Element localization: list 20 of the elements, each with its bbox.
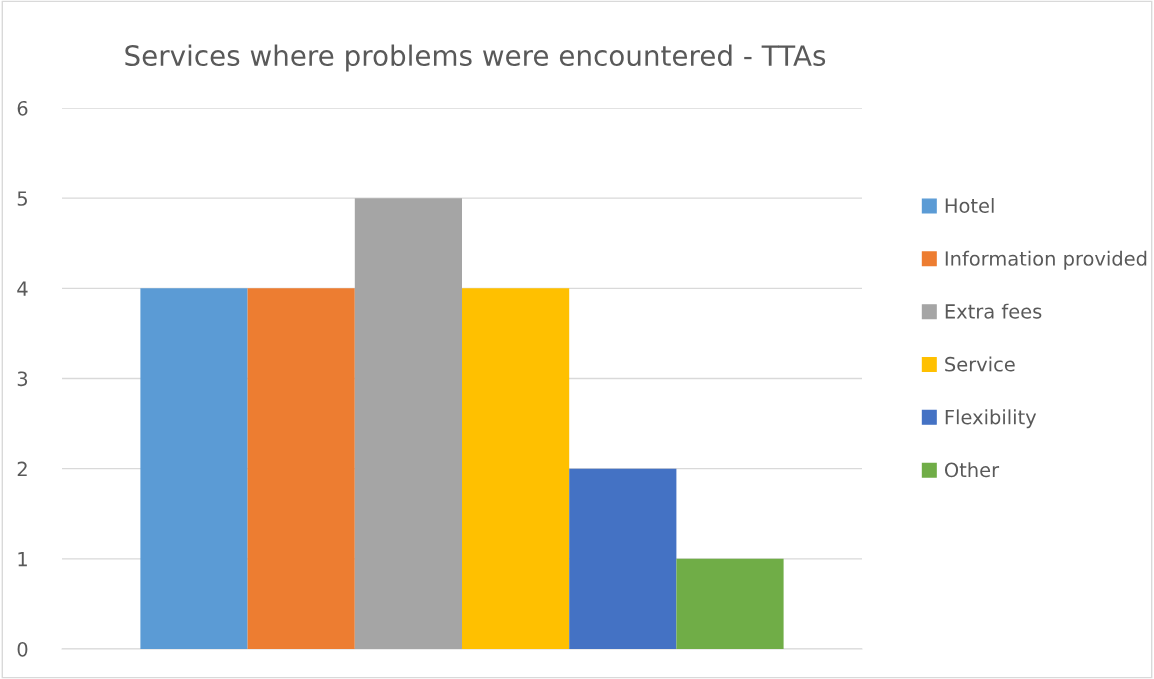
legend-label: Flexibility xyxy=(945,409,1037,429)
legend-label: Service xyxy=(945,356,1015,372)
bar xyxy=(247,288,355,649)
y-tick-label: 2 xyxy=(17,461,27,477)
y-tick-label: 5 xyxy=(17,191,27,206)
legend-label: Hotel xyxy=(945,197,994,214)
bar xyxy=(569,468,677,649)
chart-title: Services where problems were encountered - TTAs xyxy=(125,44,826,72)
legend-label: Extra fees xyxy=(945,303,1042,319)
legend-label: Information provided xyxy=(945,250,1147,270)
y-tick-label: 1 xyxy=(18,552,27,567)
y-tick-label: 4 xyxy=(17,281,28,296)
y-tick-label: 6 xyxy=(17,100,28,116)
bar xyxy=(354,198,462,649)
legend-label: Other xyxy=(944,462,1000,478)
bar xyxy=(140,288,248,649)
y-tick-label: 0 xyxy=(17,641,28,657)
bar xyxy=(676,558,784,649)
bar xyxy=(462,288,570,649)
y-tick-label: 3 xyxy=(17,371,28,387)
